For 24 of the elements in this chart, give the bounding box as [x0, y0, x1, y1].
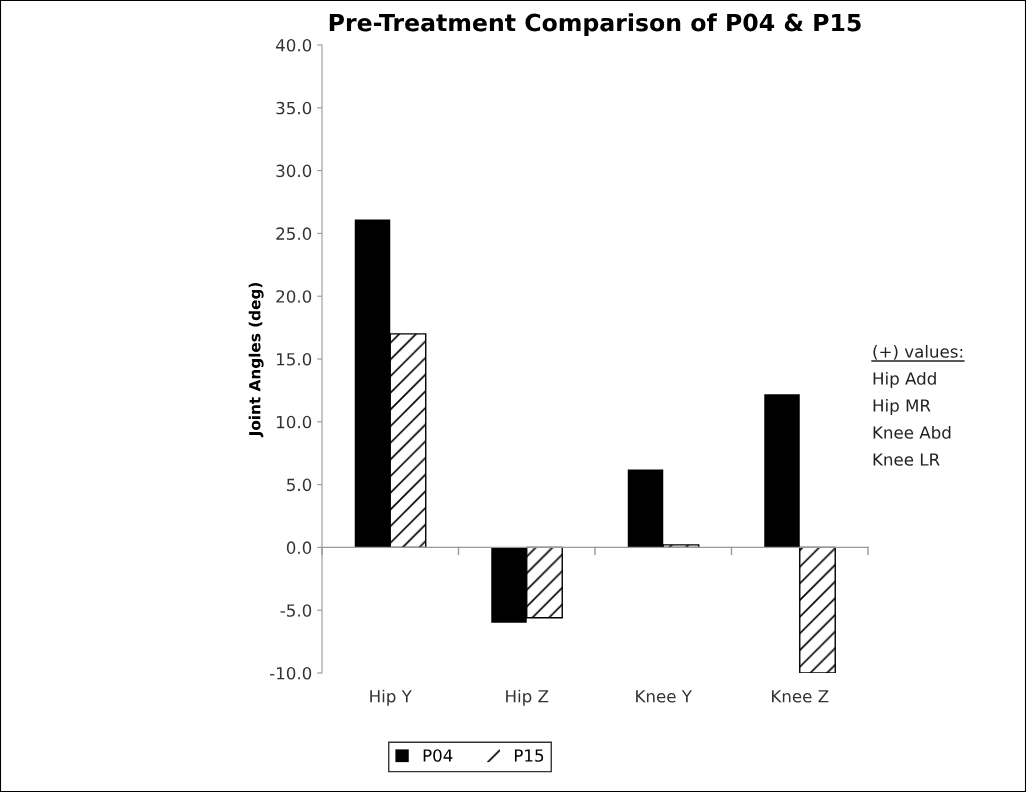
- y-tick-label: 20.0: [276, 290, 312, 303]
- y-tick-label: 40.0: [275, 38, 312, 52]
- y-tick-label: 0.0: [286, 541, 312, 554]
- text: (+) values:: [873, 344, 963, 360]
- y-tick-label: 35.0: [276, 101, 312, 115]
- y-axis-title: Joint Angles (deg): [248, 282, 264, 438]
- text: Hip Add: [873, 371, 936, 389]
- x-tick-label: Hip Y: [370, 689, 412, 706]
- y-tick-label: 15.0: [277, 352, 312, 366]
- chart-title: Pre-Treatment Comparison of P04 & P15: [329, 13, 861, 37]
- y-tick-label: 10.0: [277, 415, 312, 429]
- text: Knee Abd: [873, 425, 951, 439]
- y-tick-label: 25.0: [276, 227, 312, 240]
- y-tick-label: 30.0: [276, 164, 312, 178]
- y-tick-label: -10.0: [269, 666, 312, 680]
- y-tick-label: -5.0: [280, 604, 312, 617]
- x-tick-label: Knee Z: [772, 690, 829, 703]
- x-tick-label: Knee Y: [636, 690, 693, 703]
- text: Hip MR: [873, 398, 931, 416]
- y-tick-label: 5.0: [287, 478, 312, 492]
- legend-label: P15: [514, 749, 544, 762]
- text: Knee LR: [873, 453, 940, 466]
- legend-label: P04: [423, 749, 453, 762]
- x-tick-label: Hip Z: [506, 689, 549, 706]
